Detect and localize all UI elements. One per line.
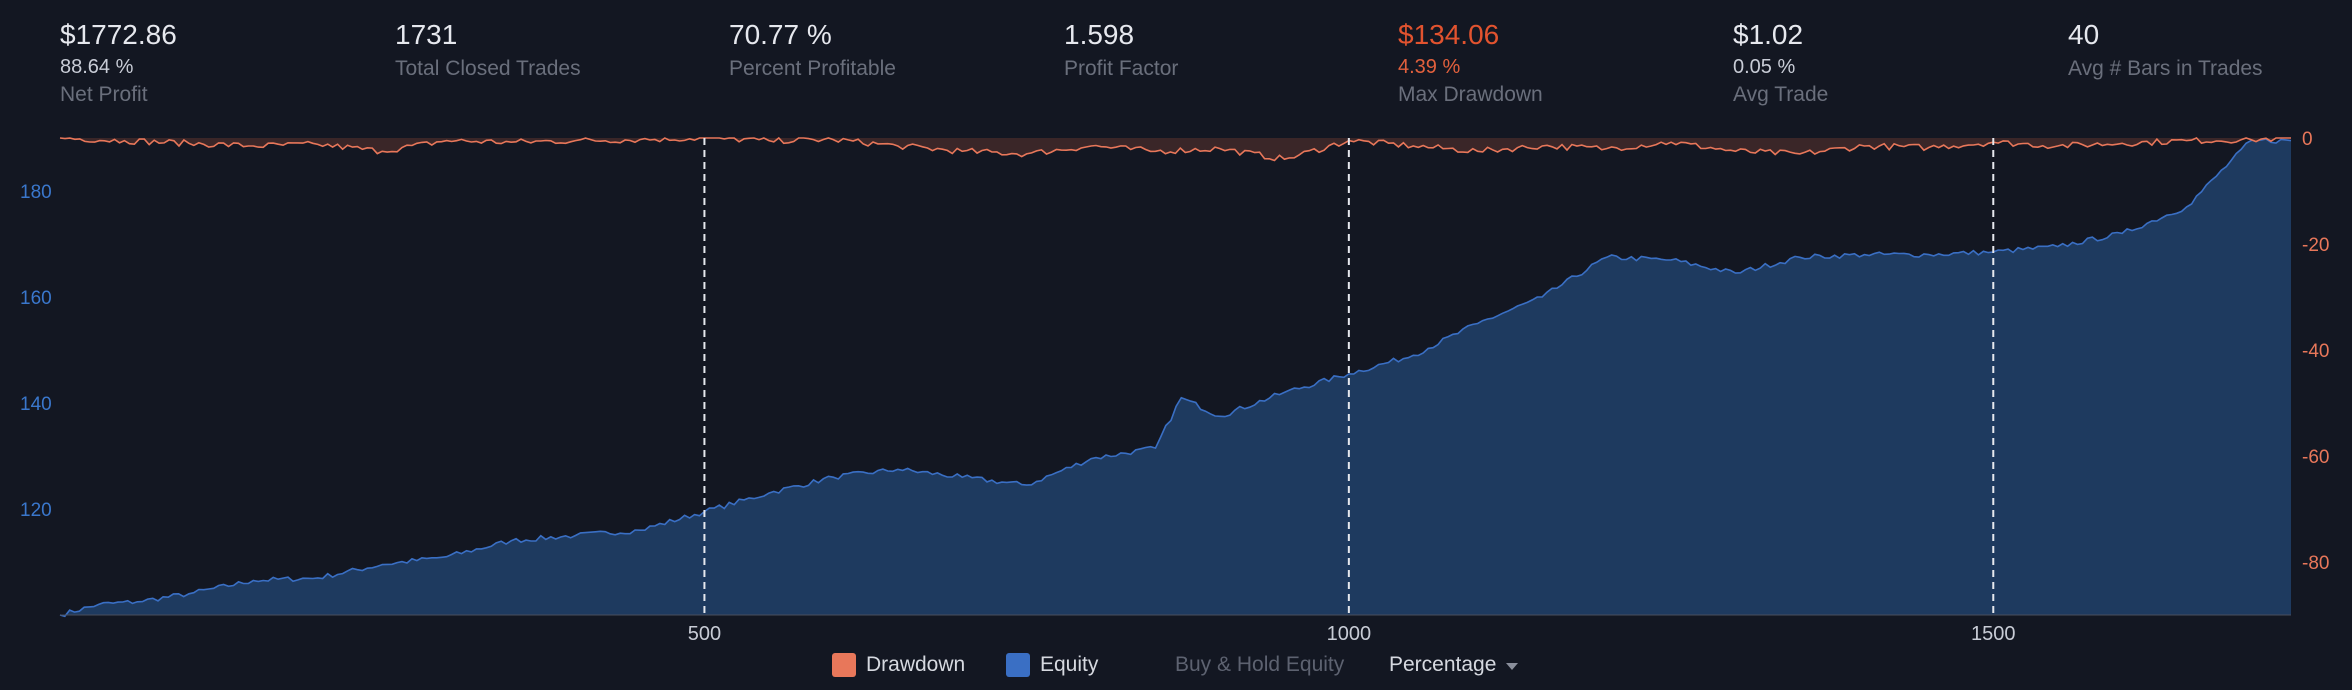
stat-sub-value: 4.39 % xyxy=(1398,56,1461,78)
right-axis-tick-label: -20 xyxy=(2302,235,2329,256)
stat-total-closed-trades: 1731 Total Closed Trades xyxy=(395,16,581,84)
stat-label: Percent Profitable xyxy=(729,57,896,80)
left-axis-tick-label: 140 xyxy=(20,394,52,415)
legend-equity[interactable]: Equity xyxy=(1006,648,1098,682)
stat-net-profit: $1772.86 88.64 % Net Profit xyxy=(60,16,177,110)
right-axis-tick-label: -40 xyxy=(2302,341,2329,362)
stat-label: Avg Trade xyxy=(1733,83,1829,106)
equity-area xyxy=(60,139,2291,617)
legend-equity-label: Equity xyxy=(1040,653,1099,676)
stat-percent-profitable: 70.77 % Percent Profitable xyxy=(729,16,896,84)
x-tick-label: 500 xyxy=(688,623,721,645)
stat-label: Net Profit xyxy=(60,83,148,106)
legend-drawdown[interactable]: Drawdown xyxy=(832,648,965,682)
trade-markers xyxy=(703,138,1995,615)
stat-value: $134.06 xyxy=(1398,19,1500,50)
equity-swatch xyxy=(1006,653,1030,677)
legend-buy-hold[interactable]: Buy & Hold Equity xyxy=(1175,648,1344,682)
mode-dropdown-label: Percentage xyxy=(1389,653,1497,676)
stat-value: $1772.86 xyxy=(60,19,177,50)
stat-value: $1.02 xyxy=(1733,19,1804,50)
drawdown-line xyxy=(59,136,2291,162)
stat-label: Max Drawdown xyxy=(1398,83,1543,106)
stat-avg-trade: $1.02 0.05 % Avg Trade xyxy=(1733,16,1828,110)
equity-series xyxy=(59,138,2292,618)
right-axis-tick-label: 0 xyxy=(2302,129,2313,150)
stat-value: 1731 xyxy=(395,19,458,50)
stat-value: 40 xyxy=(2068,19,2100,50)
stat-label: Avg # Bars in Trades xyxy=(2068,57,2263,80)
mode-dropdown[interactable]: Percentage xyxy=(1389,648,1519,682)
drawdown-series xyxy=(59,136,2291,162)
left-axis-tick-label: 160 xyxy=(20,288,52,309)
right-axis-tick-label: -60 xyxy=(2302,447,2329,468)
stat-label: Profit Factor xyxy=(1064,57,1179,80)
stat-avg-bars-in-trades: 40 Avg # Bars in Trades xyxy=(2068,16,2263,84)
x-tick-label: 1500 xyxy=(1971,623,2016,645)
x-tick-label: 1000 xyxy=(1327,623,1372,645)
drawdown-swatch xyxy=(832,653,856,677)
stat-profit-factor: 1.598 Profit Factor xyxy=(1064,16,1178,84)
chart-axes: 500 1000 1500 120 140 160 180 0 -20 -40 -60 -80 xyxy=(20,129,2329,645)
stat-value: 70.77 % xyxy=(729,19,832,50)
drawdown-area xyxy=(60,138,2291,161)
chevron-down-icon xyxy=(1506,662,1519,670)
left-axis-tick-label: 120 xyxy=(20,500,52,521)
stat-value: 1.598 xyxy=(1064,19,1135,50)
equity-drawdown-chart[interactable]: 500 1000 1500 120 140 160 180 0 -20 -40 -60 -80 xyxy=(0,0,2352,648)
stat-label: Total Closed Trades xyxy=(395,57,581,80)
stat-sub-value: 88.64 % xyxy=(60,56,134,78)
chart-legend: Drawdown Equity Buy & Hold Equity Percen… xyxy=(0,648,2352,682)
stat-sub-value: 0.05 % xyxy=(1733,56,1796,78)
legend-drawdown-label: Drawdown xyxy=(866,653,966,676)
legend-buy-hold-label: Buy & Hold Equity xyxy=(1175,653,1345,676)
left-axis-tick-label: 180 xyxy=(20,182,52,203)
right-axis-tick-label: -80 xyxy=(2302,553,2329,574)
equity-line xyxy=(59,138,2292,618)
performance-summary: $1772.86 88.64 % Net Profit 1731 Total C… xyxy=(0,0,2352,130)
stat-max-drawdown: $134.06 4.39 % Max Drawdown xyxy=(1398,16,1543,110)
